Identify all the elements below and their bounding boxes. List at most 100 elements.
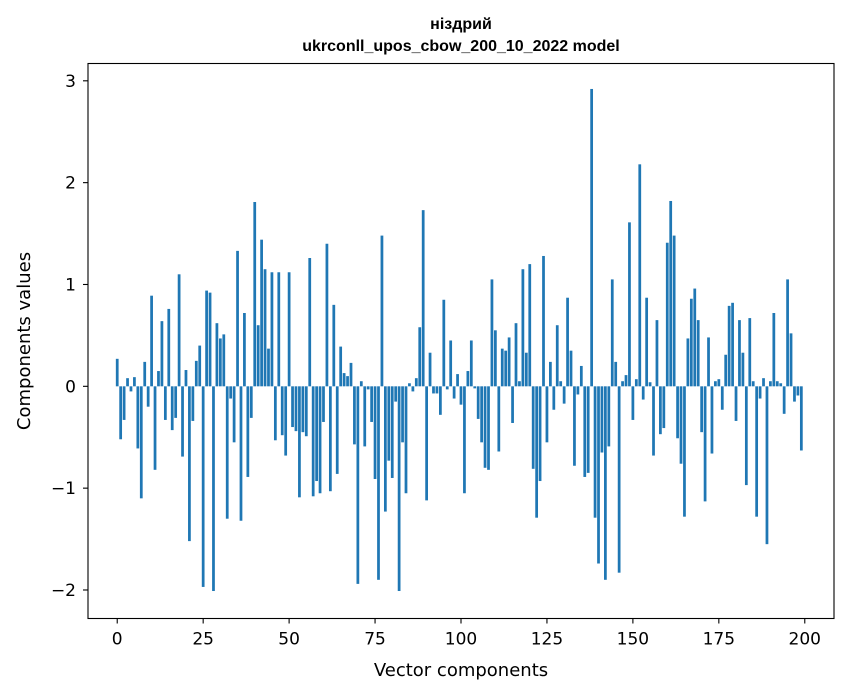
plot-frame [87, 62, 835, 620]
bar [758, 386, 762, 399]
bar [150, 295, 153, 387]
bar [335, 386, 339, 474]
bar [652, 386, 655, 456]
bar [731, 302, 734, 387]
bar [428, 352, 432, 387]
bar [703, 386, 707, 502]
bar [383, 386, 387, 512]
bar [473, 386, 477, 389]
bar [751, 381, 755, 387]
x-tick-label: 25 [192, 630, 214, 650]
y-tick-label: 0 [65, 377, 76, 397]
bar [139, 386, 143, 499]
bar [136, 386, 140, 449]
bar [445, 386, 449, 390]
bar [789, 333, 793, 387]
bar [356, 386, 360, 584]
bar [126, 378, 129, 387]
bar [363, 386, 367, 447]
bar [744, 386, 748, 486]
bar [593, 386, 597, 518]
bar [225, 386, 229, 519]
bar [435, 386, 439, 394]
bar [459, 386, 463, 405]
bar [119, 386, 123, 440]
bar [748, 318, 752, 387]
y-tick-label: −1 [51, 479, 76, 499]
bar [507, 337, 511, 387]
x-tick-label: 75 [364, 630, 386, 650]
bar [494, 330, 497, 387]
bar [442, 299, 446, 387]
bar [280, 386, 284, 436]
bar [772, 313, 776, 387]
bar [298, 386, 301, 498]
bar [634, 379, 638, 387]
bar [390, 386, 394, 478]
bar [339, 346, 343, 387]
bar [710, 386, 714, 454]
bar [349, 362, 353, 387]
x-axis-label: Vector components [374, 660, 548, 681]
bar [232, 386, 236, 443]
bar [683, 386, 686, 517]
bar [583, 386, 587, 477]
bar [366, 386, 370, 390]
bar [284, 386, 288, 456]
bar [174, 386, 178, 418]
bar [373, 386, 377, 479]
bar [624, 375, 628, 387]
bar [315, 386, 318, 482]
bar [160, 321, 164, 387]
x-tick-label: 150 [617, 630, 649, 650]
bar [201, 386, 205, 587]
bar [260, 239, 263, 387]
bar [394, 386, 398, 402]
bar [655, 320, 659, 387]
bar [573, 386, 576, 466]
bar [779, 383, 783, 387]
bar [404, 386, 408, 494]
bar [401, 386, 404, 443]
bar [246, 386, 250, 477]
bar [483, 386, 487, 468]
bar [157, 371, 160, 387]
bar [177, 274, 181, 387]
bar [672, 235, 676, 387]
bar [707, 337, 710, 387]
bar [332, 304, 336, 387]
bar [511, 386, 514, 423]
bar [370, 386, 373, 422]
bar [799, 386, 803, 451]
bar [294, 386, 298, 432]
bar [480, 386, 483, 443]
y-axis-ticks: −2 −1 0 1 2 3 [51, 72, 88, 601]
bar [167, 308, 171, 387]
bar [198, 345, 202, 387]
y-tick-label: 1 [65, 275, 76, 295]
bar [552, 386, 556, 410]
bar [153, 386, 157, 470]
bar [590, 88, 594, 387]
chart-title: ніздрий [430, 16, 492, 33]
bar [765, 386, 769, 545]
x-tick-label: 200 [789, 630, 821, 650]
bar [129, 386, 133, 392]
bar [466, 371, 470, 387]
y-tick-label: 3 [65, 72, 76, 92]
bar [191, 386, 195, 421]
x-tick-label: 50 [278, 630, 300, 650]
bar [676, 386, 679, 439]
bar [724, 354, 728, 387]
bar [566, 297, 569, 387]
bar [755, 386, 759, 517]
bar [555, 325, 559, 387]
bar [184, 370, 188, 387]
bar [122, 386, 126, 420]
bar [786, 279, 789, 387]
bar [215, 323, 219, 387]
bar [782, 386, 786, 414]
bar [607, 386, 611, 447]
bar [325, 243, 329, 387]
bar [720, 386, 724, 410]
